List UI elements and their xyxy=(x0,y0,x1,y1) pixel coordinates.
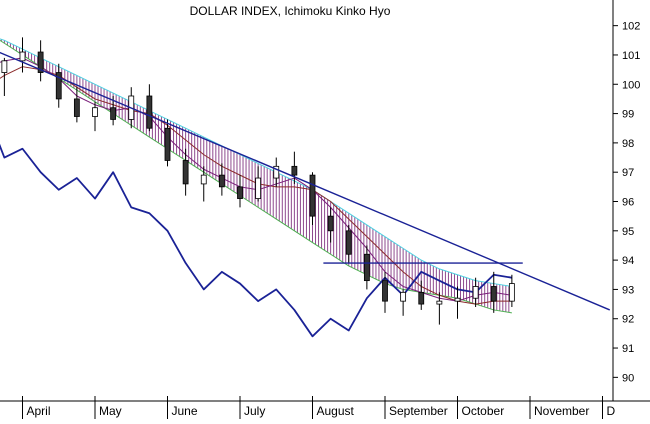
candle-body xyxy=(273,165,280,179)
candle-body xyxy=(418,291,425,305)
candle-body xyxy=(508,283,515,302)
candle-body xyxy=(291,165,298,176)
candle-body xyxy=(237,186,243,199)
candle-body xyxy=(37,51,44,73)
x-tick-label: D xyxy=(607,404,616,418)
y-tick-label: 99 xyxy=(622,109,634,121)
y-tick-label: 93 xyxy=(622,284,634,296)
candle-body xyxy=(218,174,225,188)
x-tick-label: May xyxy=(99,404,122,418)
candle-body xyxy=(146,95,153,129)
trendlines xyxy=(0,51,611,311)
candle-body xyxy=(200,174,207,185)
candle-body xyxy=(309,174,316,217)
candle-body xyxy=(255,177,262,199)
candle-body xyxy=(110,107,117,120)
candle-body xyxy=(472,286,479,299)
candle-body xyxy=(345,230,352,255)
y-tick-label: 102 xyxy=(622,21,640,33)
candle-body xyxy=(1,60,8,73)
x-tick-label: November xyxy=(534,404,589,418)
candle-body xyxy=(436,300,443,305)
candle-body xyxy=(73,98,80,117)
candle-body xyxy=(382,280,388,302)
y-tick-label: 95 xyxy=(622,226,634,238)
y-tick-label: 101 xyxy=(622,50,640,62)
y-tick-label: 97 xyxy=(622,167,634,179)
x-tick-label: August xyxy=(317,404,355,418)
candle-body xyxy=(164,127,171,161)
y-tick-label: 100 xyxy=(622,79,640,91)
x-axis-ticks: April May June July August September October No… xyxy=(22,396,616,419)
x-tick-label: June xyxy=(172,404,198,418)
y-tick-label: 98 xyxy=(622,138,634,150)
y-tick-label: 91 xyxy=(622,343,634,355)
y-axis-ticks: 102 101 100 99 98 97 96 95 94 93 92 91 90 xyxy=(613,21,640,384)
candle-body xyxy=(55,72,62,100)
candle-body xyxy=(182,160,189,185)
candle-body xyxy=(400,291,407,302)
y-tick-label: 92 xyxy=(622,314,634,326)
y-tick-label: 94 xyxy=(622,255,634,267)
candle-body xyxy=(454,297,461,302)
tenkan-sen-line xyxy=(0,57,512,302)
candle-body xyxy=(363,253,370,282)
chart-title: DOLLAR INDEX, Ichimoku Kinko Hyo xyxy=(190,4,391,18)
x-tick-label: July xyxy=(244,404,265,418)
candle-body xyxy=(92,107,98,117)
x-tick-label: April xyxy=(27,404,51,418)
chikou-span-line xyxy=(0,143,513,338)
y-tick-label: 90 xyxy=(622,372,634,384)
x-tick-label: October xyxy=(462,404,505,418)
candlesticks xyxy=(1,37,515,325)
candle-body xyxy=(327,215,334,232)
candle-body xyxy=(19,51,26,62)
y-tick-label: 96 xyxy=(622,197,634,209)
x-tick-label: September xyxy=(389,404,448,418)
candle-body xyxy=(490,286,497,302)
